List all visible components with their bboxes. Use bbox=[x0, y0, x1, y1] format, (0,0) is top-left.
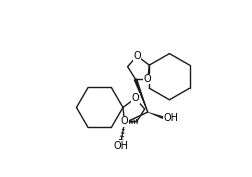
Text: O: O bbox=[144, 74, 151, 84]
Text: OH: OH bbox=[114, 141, 129, 151]
Text: O: O bbox=[121, 116, 128, 126]
Polygon shape bbox=[148, 112, 165, 120]
Polygon shape bbox=[134, 78, 148, 112]
Text: OH: OH bbox=[164, 113, 178, 123]
Text: O: O bbox=[133, 51, 141, 61]
Text: O: O bbox=[132, 93, 139, 103]
